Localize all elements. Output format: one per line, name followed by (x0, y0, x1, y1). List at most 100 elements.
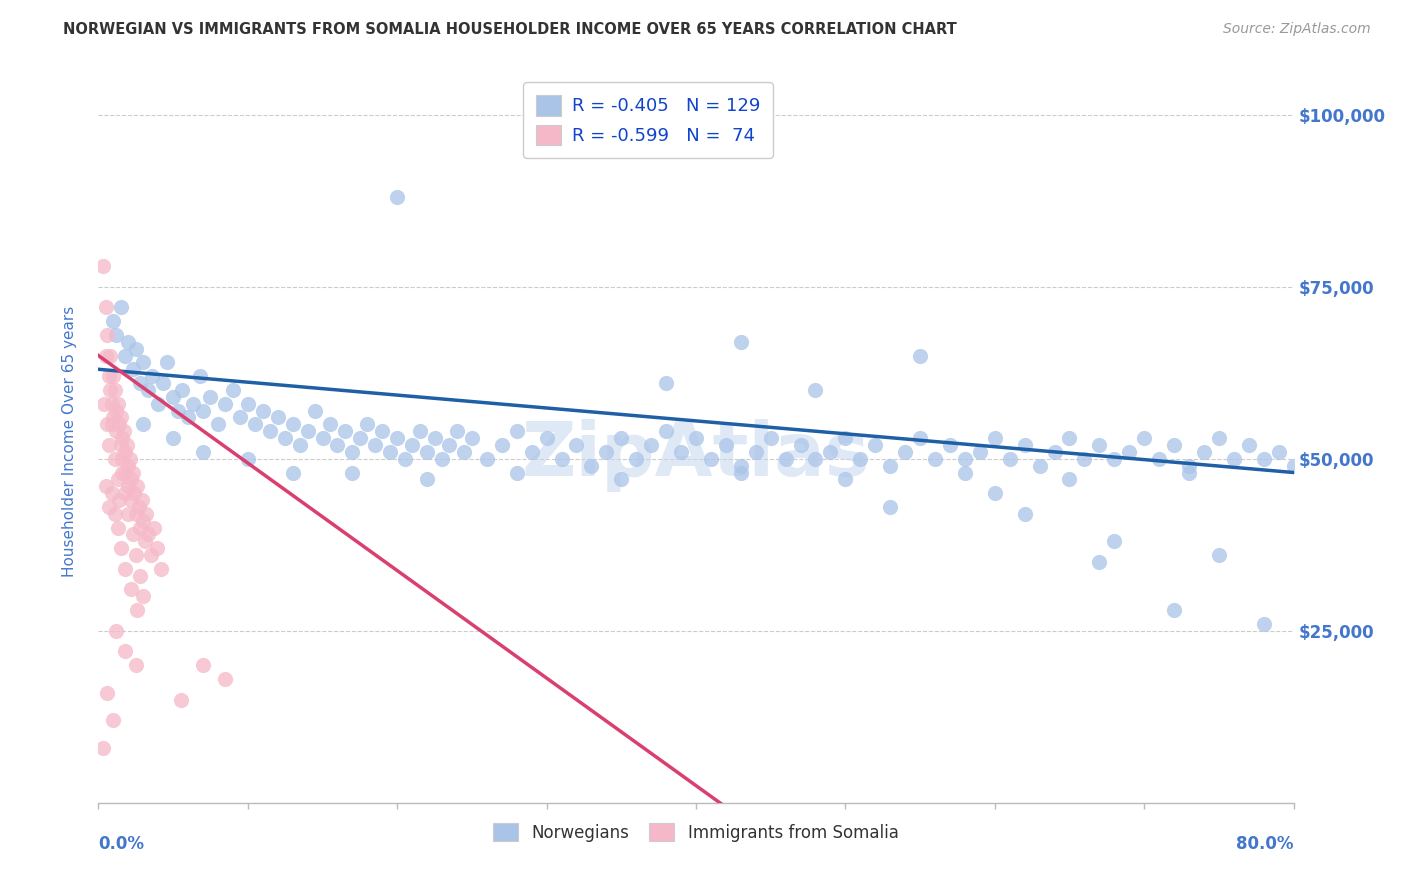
Point (984, 486, 1007, 500)
Point (908, 349, 931, 363)
Point (245, 417, 267, 432)
Point (342, 466, 364, 480)
Point (108, 493, 131, 508)
Point (97, 369, 120, 384)
Point (156, 355, 179, 369)
Point (141, 369, 163, 384)
Point (117, 458, 139, 473)
Point (127, 603, 149, 617)
Point (104, 451, 127, 466)
Point (200, 390, 222, 404)
Point (536, 431, 558, 445)
Point (342, 445, 364, 459)
Point (98, 349, 122, 363)
Point (1059, 472, 1081, 486)
Point (162, 431, 184, 445)
Point (385, 431, 409, 445)
Point (114, 486, 136, 500)
Point (565, 438, 588, 452)
Point (103, 314, 125, 328)
Point (953, 451, 976, 466)
Point (984, 431, 1007, 445)
Point (120, 472, 142, 486)
Point (132, 514, 155, 528)
Point (1178, 458, 1201, 473)
Point (610, 431, 633, 445)
Point (132, 355, 155, 369)
Point (166, 403, 188, 417)
Point (475, 451, 498, 466)
Point (105, 624, 128, 638)
Point (655, 376, 678, 390)
Point (94, 479, 117, 493)
Point (101, 397, 124, 411)
Point (1237, 438, 1260, 452)
Point (378, 445, 401, 459)
Point (714, 438, 737, 452)
Point (849, 451, 872, 466)
Text: Source: ZipAtlas.com: Source: ZipAtlas.com (1223, 22, 1371, 37)
Point (1253, 616, 1275, 631)
Point (1059, 431, 1081, 445)
Point (111, 466, 134, 480)
Point (188, 369, 211, 384)
Point (91, 740, 114, 755)
Point (939, 438, 962, 452)
Point (136, 383, 159, 397)
Point (207, 417, 229, 432)
Point (804, 383, 827, 397)
Point (214, 672, 236, 686)
Point (1208, 548, 1230, 562)
Point (924, 451, 946, 466)
Point (908, 431, 931, 445)
Point (114, 445, 136, 459)
Point (93, 397, 115, 411)
Point (311, 431, 333, 445)
Point (333, 424, 356, 438)
Point (117, 334, 139, 349)
Point (274, 431, 297, 445)
Point (145, 541, 167, 556)
Point (103, 713, 125, 727)
Point (416, 445, 439, 459)
Point (114, 349, 136, 363)
Point (1014, 438, 1036, 452)
Point (252, 403, 274, 417)
Point (1163, 438, 1185, 452)
Point (969, 445, 991, 459)
Point (142, 520, 165, 534)
Point (104, 507, 127, 521)
Point (1104, 451, 1126, 466)
Point (111, 451, 134, 466)
Point (177, 410, 200, 425)
Point (110, 410, 132, 425)
Point (1208, 431, 1230, 445)
Point (626, 451, 648, 466)
Point (730, 458, 752, 473)
Point (120, 493, 142, 508)
Point (121, 466, 143, 480)
Point (191, 658, 214, 673)
Point (117, 507, 139, 521)
Point (1088, 555, 1111, 569)
Point (506, 466, 529, 480)
Point (1147, 451, 1170, 466)
Point (236, 397, 259, 411)
Point (125, 342, 148, 356)
Point (453, 445, 475, 459)
Point (394, 451, 416, 466)
Point (700, 451, 723, 466)
Point (105, 403, 128, 417)
Point (953, 466, 976, 480)
Point (655, 424, 678, 438)
Point (129, 568, 152, 582)
Point (134, 534, 156, 549)
Point (775, 451, 797, 466)
Y-axis label: Householder Income Over 65 years: Householder Income Over 65 years (62, 306, 77, 577)
Point (319, 417, 342, 432)
Point (730, 334, 752, 349)
Point (110, 438, 132, 452)
Point (385, 190, 409, 204)
Point (110, 301, 132, 315)
Point (114, 562, 136, 576)
